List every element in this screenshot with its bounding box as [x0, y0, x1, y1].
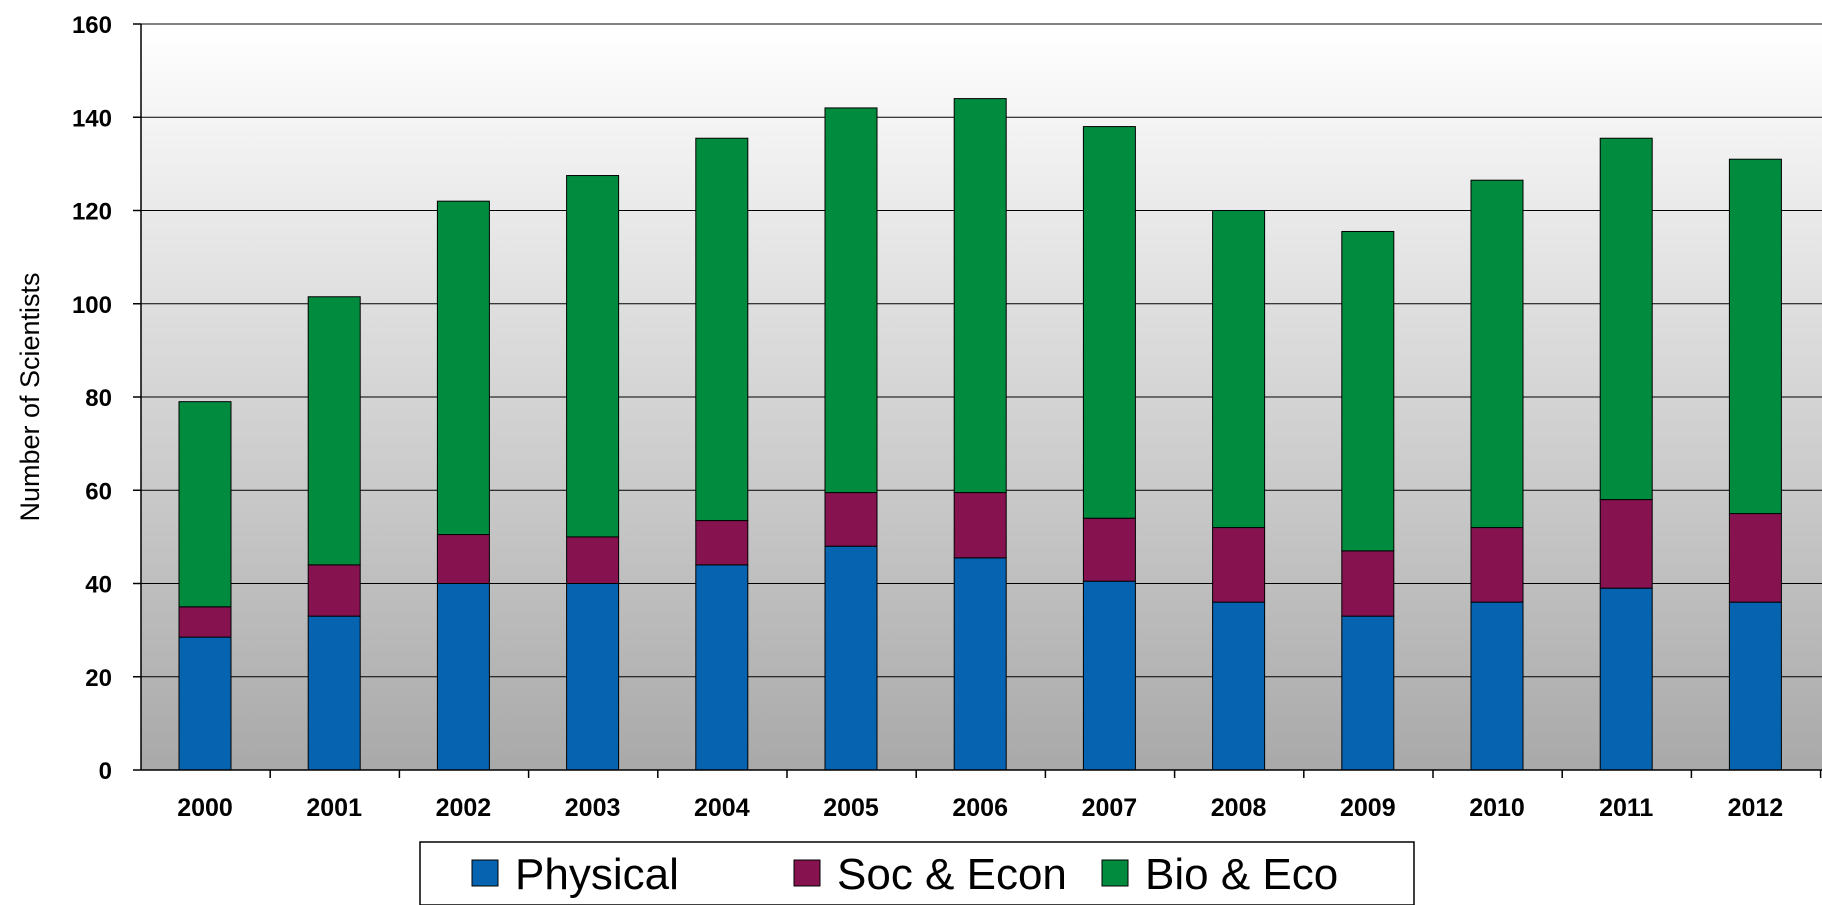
- bar-2007-bio-eco: [1082, 126, 1136, 519]
- x-tick-label-2004: 2004: [694, 794, 750, 822]
- bar-2011-soc-econ: [1599, 499, 1653, 589]
- legend-swatch-soc-econ: [793, 859, 821, 887]
- bar-2008-bio-eco: [1212, 210, 1266, 529]
- bar-2007-physical: [1082, 580, 1136, 771]
- bar-2008-soc-econ: [1212, 527, 1266, 603]
- y-axis-label: Number of Scientists: [15, 272, 45, 521]
- x-tick-label-2006: 2006: [952, 794, 1008, 822]
- bar-2000-physical: [178, 636, 232, 771]
- legend-label-bio-eco: Bio & Eco: [1145, 850, 1338, 899]
- x-tick-label-2010: 2010: [1469, 794, 1525, 822]
- bar-2008-physical: [1212, 601, 1266, 771]
- bar-2007-soc-econ: [1082, 517, 1136, 582]
- bar-2002-soc-econ: [436, 534, 490, 585]
- bar-2009-soc-econ: [1341, 550, 1395, 617]
- bar-2004-physical: [695, 564, 749, 771]
- bars: [178, 98, 1782, 771]
- y-tick-label: 80: [85, 385, 112, 412]
- legend-swatch-physical: [471, 859, 499, 887]
- bar-2000-soc-econ: [178, 606, 232, 638]
- bar-2010-physical: [1470, 601, 1524, 771]
- bar-2012-physical: [1728, 601, 1782, 771]
- bar-2003-physical: [566, 583, 620, 771]
- bar-2003-soc-econ: [566, 536, 620, 584]
- bar-2003-bio-eco: [566, 175, 620, 538]
- legend: Physical Soc & Econ Bio & Eco: [419, 841, 1415, 905]
- x-tick-label-2009: 2009: [1340, 794, 1396, 822]
- legend-label-soc-econ: Soc & Econ: [837, 850, 1067, 899]
- y-tick-labels: 0 20 40 60 80 100 120 140 160: [72, 12, 141, 785]
- y-tick-label: 60: [85, 478, 112, 505]
- y-tick-label: 140: [72, 105, 112, 132]
- legend-swatch-bio-eco: [1101, 859, 1129, 887]
- bar-2009-physical: [1341, 615, 1395, 771]
- x-tick-label-2000: 2000: [177, 794, 233, 822]
- legend-label-physical: Physical: [515, 850, 679, 899]
- bar-2009-bio-eco: [1341, 230, 1395, 552]
- bar-2005-soc-econ: [824, 492, 878, 547]
- legend-box: [419, 841, 1415, 905]
- x-tick-label-2002: 2002: [436, 794, 492, 822]
- bar-2001-bio-eco: [307, 296, 361, 566]
- bar-2004-soc-econ: [695, 520, 749, 566]
- bar-2011-physical: [1599, 587, 1653, 771]
- bar-2012-bio-eco: [1728, 158, 1782, 515]
- bar-2000-bio-eco: [178, 401, 232, 608]
- y-tick-label: 120: [72, 199, 112, 226]
- bar-2006-physical: [953, 557, 1007, 771]
- bar-2005-physical: [824, 545, 878, 771]
- y-tick-label: 160: [72, 12, 112, 39]
- bar-2006-soc-econ: [953, 492, 1007, 559]
- y-tick-label: 20: [85, 665, 112, 692]
- y-tick-label: 0: [99, 758, 112, 785]
- bar-2010-bio-eco: [1470, 179, 1524, 529]
- bar-2004-bio-eco: [695, 137, 749, 522]
- x-tick-labels: 2000 2001 2002 2003 2004 2005 2006 2007 2008 2009…: [177, 770, 1822, 822]
- bar-2010-soc-econ: [1470, 527, 1524, 603]
- bar-2006-bio-eco: [953, 98, 1007, 494]
- y-tick-label: 40: [85, 572, 112, 599]
- bar-2001-soc-econ: [307, 564, 361, 617]
- bar-2002-physical: [436, 583, 490, 771]
- bar-2001-physical: [307, 615, 361, 771]
- x-tick-label-2012: 2012: [1728, 794, 1784, 822]
- bar-2002-bio-eco: [436, 200, 490, 536]
- x-tick-label-2003: 2003: [565, 794, 621, 822]
- x-tick-label-2007: 2007: [1082, 794, 1138, 822]
- x-tick-label-2005: 2005: [823, 794, 879, 822]
- x-tick-label-2008: 2008: [1211, 794, 1267, 822]
- y-tick-label: 100: [72, 292, 112, 319]
- bar-2005-bio-eco: [824, 107, 878, 494]
- x-tick-label-2001: 2001: [306, 794, 362, 822]
- bar-2011-bio-eco: [1599, 137, 1653, 501]
- bar-2012-soc-econ: [1728, 513, 1782, 603]
- x-tick-label-2011: 2011: [1599, 794, 1653, 822]
